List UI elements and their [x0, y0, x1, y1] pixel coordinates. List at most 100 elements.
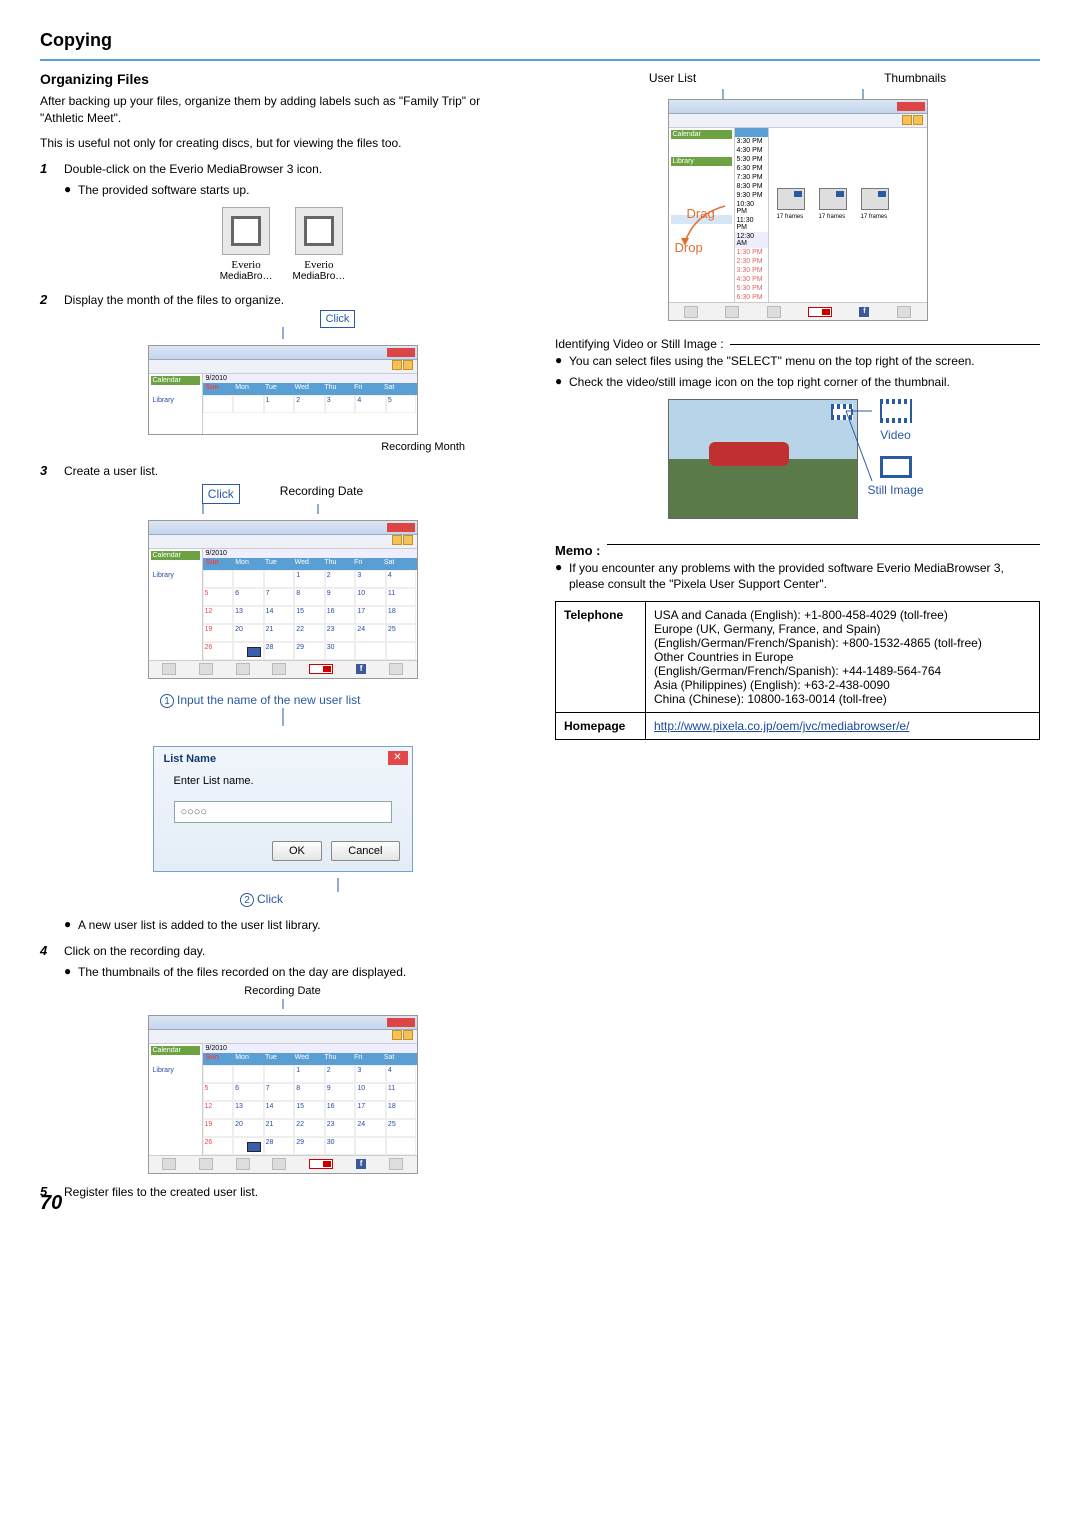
- subsection-title: Organizing Files: [40, 71, 525, 87]
- ok-button[interactable]: OK: [272, 841, 322, 861]
- step-2: 2 Display the month of the files to orga…: [40, 292, 525, 309]
- step-1-bullet: ● The provided software starts up.: [64, 182, 525, 199]
- mock2-thumbnails: 17 frames 17 frames 17 frames: [769, 128, 927, 302]
- thumb-icon: [247, 647, 261, 657]
- mock2-sidebar: Calendar Library Drag Drop: [669, 128, 735, 302]
- film-icon: [880, 399, 912, 423]
- footer-icon: [389, 663, 403, 675]
- step-3-bullet-text: A new user list is added to the user lis…: [78, 917, 525, 934]
- step-1-num: 1: [40, 161, 64, 178]
- step-4-text: Click on the recording day.: [64, 943, 525, 960]
- still-caption: Still Image: [868, 483, 924, 497]
- step-3-num: 3: [40, 463, 64, 480]
- day-sat: Sat: [384, 384, 414, 394]
- side-item: [151, 387, 200, 396]
- thumbnail-icon: [777, 188, 805, 210]
- thumbnails-label: Thumbnails: [884, 71, 946, 85]
- input-name-annot: 1Input the name of the new user list: [160, 693, 525, 708]
- youtube-icon: [309, 664, 333, 674]
- step-3-figure-wrap: Click Recording Date Calendar Library: [40, 484, 525, 907]
- tel-line-1: USA and Canada (English): +1-800-458-402…: [654, 608, 1031, 622]
- mock-toolbar: [149, 360, 417, 374]
- day-wed: Wed: [295, 384, 325, 394]
- list-name-input[interactable]: ○○○○: [174, 801, 392, 823]
- telephone-cell: USA and Canada (English): +1-800-458-402…: [646, 602, 1040, 713]
- cancel-button[interactable]: Cancel: [331, 841, 399, 861]
- step-4-num: 4: [40, 943, 64, 960]
- bullet-mark: ●: [64, 182, 78, 199]
- identify-bullet-1: ● You can select files using the "SELECT…: [555, 353, 1040, 370]
- intro-1: After backing up your files, organize th…: [40, 93, 525, 127]
- facebook-icon: f: [859, 307, 869, 317]
- sample-thumbnail: [668, 399, 858, 519]
- day-mon: Mon: [235, 384, 265, 394]
- recording-date-label-1: Recording Date: [280, 484, 363, 504]
- mediabro-caption-1: MediaBro…: [220, 271, 273, 282]
- close-icon: [897, 102, 925, 111]
- right-column: User List Thumbnails Calendar Library Dr…: [555, 71, 1040, 1205]
- weekday-header: Sun Mon Tue Wed Thu Fri Sat: [203, 383, 417, 395]
- step-5: 5 Register files to the created user lis…: [40, 1184, 525, 1201]
- youtube-icon: [309, 1159, 333, 1169]
- dialog-close-icon[interactable]: ✕: [388, 751, 408, 765]
- screenshot-month: Calendar Library 9/2010 Sun Mon Tue Wed …: [148, 345, 418, 435]
- homepage-link[interactable]: http://www.pixela.co.jp/oem/jvc/mediabro…: [654, 719, 909, 733]
- screenshot-calendar: Calendar Library 9/2010 SunMonTueWedThuF…: [148, 520, 418, 679]
- still-rect-icon: [880, 456, 912, 478]
- tel-line-3: (English/German/French/Spanish): +800-15…: [654, 636, 1031, 650]
- circled-2-icon: 2: [240, 893, 254, 907]
- drag-arrow-icon: [675, 202, 735, 252]
- step-3: 3 Create a user list.: [40, 463, 525, 480]
- page-columns: Organizing Files After backing up your f…: [40, 71, 1040, 1205]
- mock-body-2: Calendar Library 9/2010 SunMonTueWedThuF…: [149, 549, 417, 660]
- video-caption: Video: [868, 428, 924, 442]
- month-label: 9/2010: [203, 374, 417, 383]
- close-icon: [387, 348, 415, 357]
- month-label-2: 9/2010: [203, 549, 417, 558]
- thumbnail-icon: [861, 188, 889, 210]
- step-1: 1 Double-click on the Everio MediaBrowse…: [40, 161, 525, 178]
- identify-title: Identifying Video or Still Image :: [555, 337, 724, 351]
- hr-line: [730, 344, 1040, 345]
- app-icon-1: Everio MediaBro…: [220, 207, 273, 282]
- day-tue: Tue: [265, 384, 295, 394]
- corner-film-icon: [831, 404, 853, 423]
- still-icon-legend: Still Image: [868, 456, 924, 497]
- step-4-figure-wrap: Recording Date Calendar Library 9/2010: [40, 985, 525, 1174]
- homepage-label: Homepage: [556, 713, 646, 740]
- app-icon-2: Everio MediaBro…: [293, 207, 346, 282]
- mock-main-2: 9/2010 SunMonTueWedThuFriSat 1234 567891…: [203, 549, 417, 660]
- contact-table: Telephone USA and Canada (English): +1-8…: [555, 601, 1040, 740]
- app-icon-pair: Everio MediaBro… Everio MediaBro…: [40, 207, 525, 282]
- section-rule: [40, 59, 1040, 61]
- mock-toolbar-2: [149, 535, 417, 549]
- recording-month-label: Recording Month: [40, 441, 525, 453]
- input-name-text: Input the name of the new user list: [177, 693, 360, 707]
- step-2-text: Display the month of the files to organi…: [64, 292, 525, 309]
- mock2-time-col: 3:30 PM4:30 PM5:30 PM 6:30 PM7:30 PM8:30…: [735, 128, 769, 302]
- tel-line-6: Asia (Philippines) (English): +63-2-438-…: [654, 678, 1031, 692]
- list-name-dialog: ✕ List Name Enter List name. ○○○○ OK Can…: [153, 746, 413, 872]
- identify-b1-text: You can select files using the "SELECT" …: [569, 353, 1040, 370]
- tel-line-2: Europe (UK, Germany, France, and Spain): [654, 622, 1031, 636]
- step-2-num: 2: [40, 292, 64, 309]
- memo-title: Memo :: [555, 543, 601, 558]
- click-label-2: Click: [202, 484, 240, 504]
- step-4-bullet-text: The thumbnails of the files recorded on …: [78, 964, 525, 981]
- leader-line-1: [148, 327, 418, 339]
- step-3-text: Create a user list.: [64, 463, 525, 480]
- identify-bullet-2: ● Check the video/still image icon on th…: [555, 374, 1040, 391]
- page-number: 70: [40, 1192, 62, 1215]
- plane-shape: [709, 442, 789, 466]
- click-label-1: Click: [150, 313, 525, 325]
- telephone-label: Telephone: [556, 602, 646, 713]
- facebook-icon: f: [356, 664, 366, 674]
- month-grid: 12345: [203, 395, 417, 413]
- table-row: Homepage http://www.pixela.co.jp/oem/jvc…: [556, 713, 1040, 740]
- step-1-bullet-text: The provided software starts up.: [78, 182, 525, 199]
- tel-line-4: Other Countries in Europe: [654, 650, 1031, 664]
- leader-line-2: [148, 504, 418, 514]
- mock-footer: f: [149, 660, 417, 678]
- everio-caption-1: Everio: [220, 259, 273, 271]
- identify-header: Identifying Video or Still Image :: [555, 337, 1040, 351]
